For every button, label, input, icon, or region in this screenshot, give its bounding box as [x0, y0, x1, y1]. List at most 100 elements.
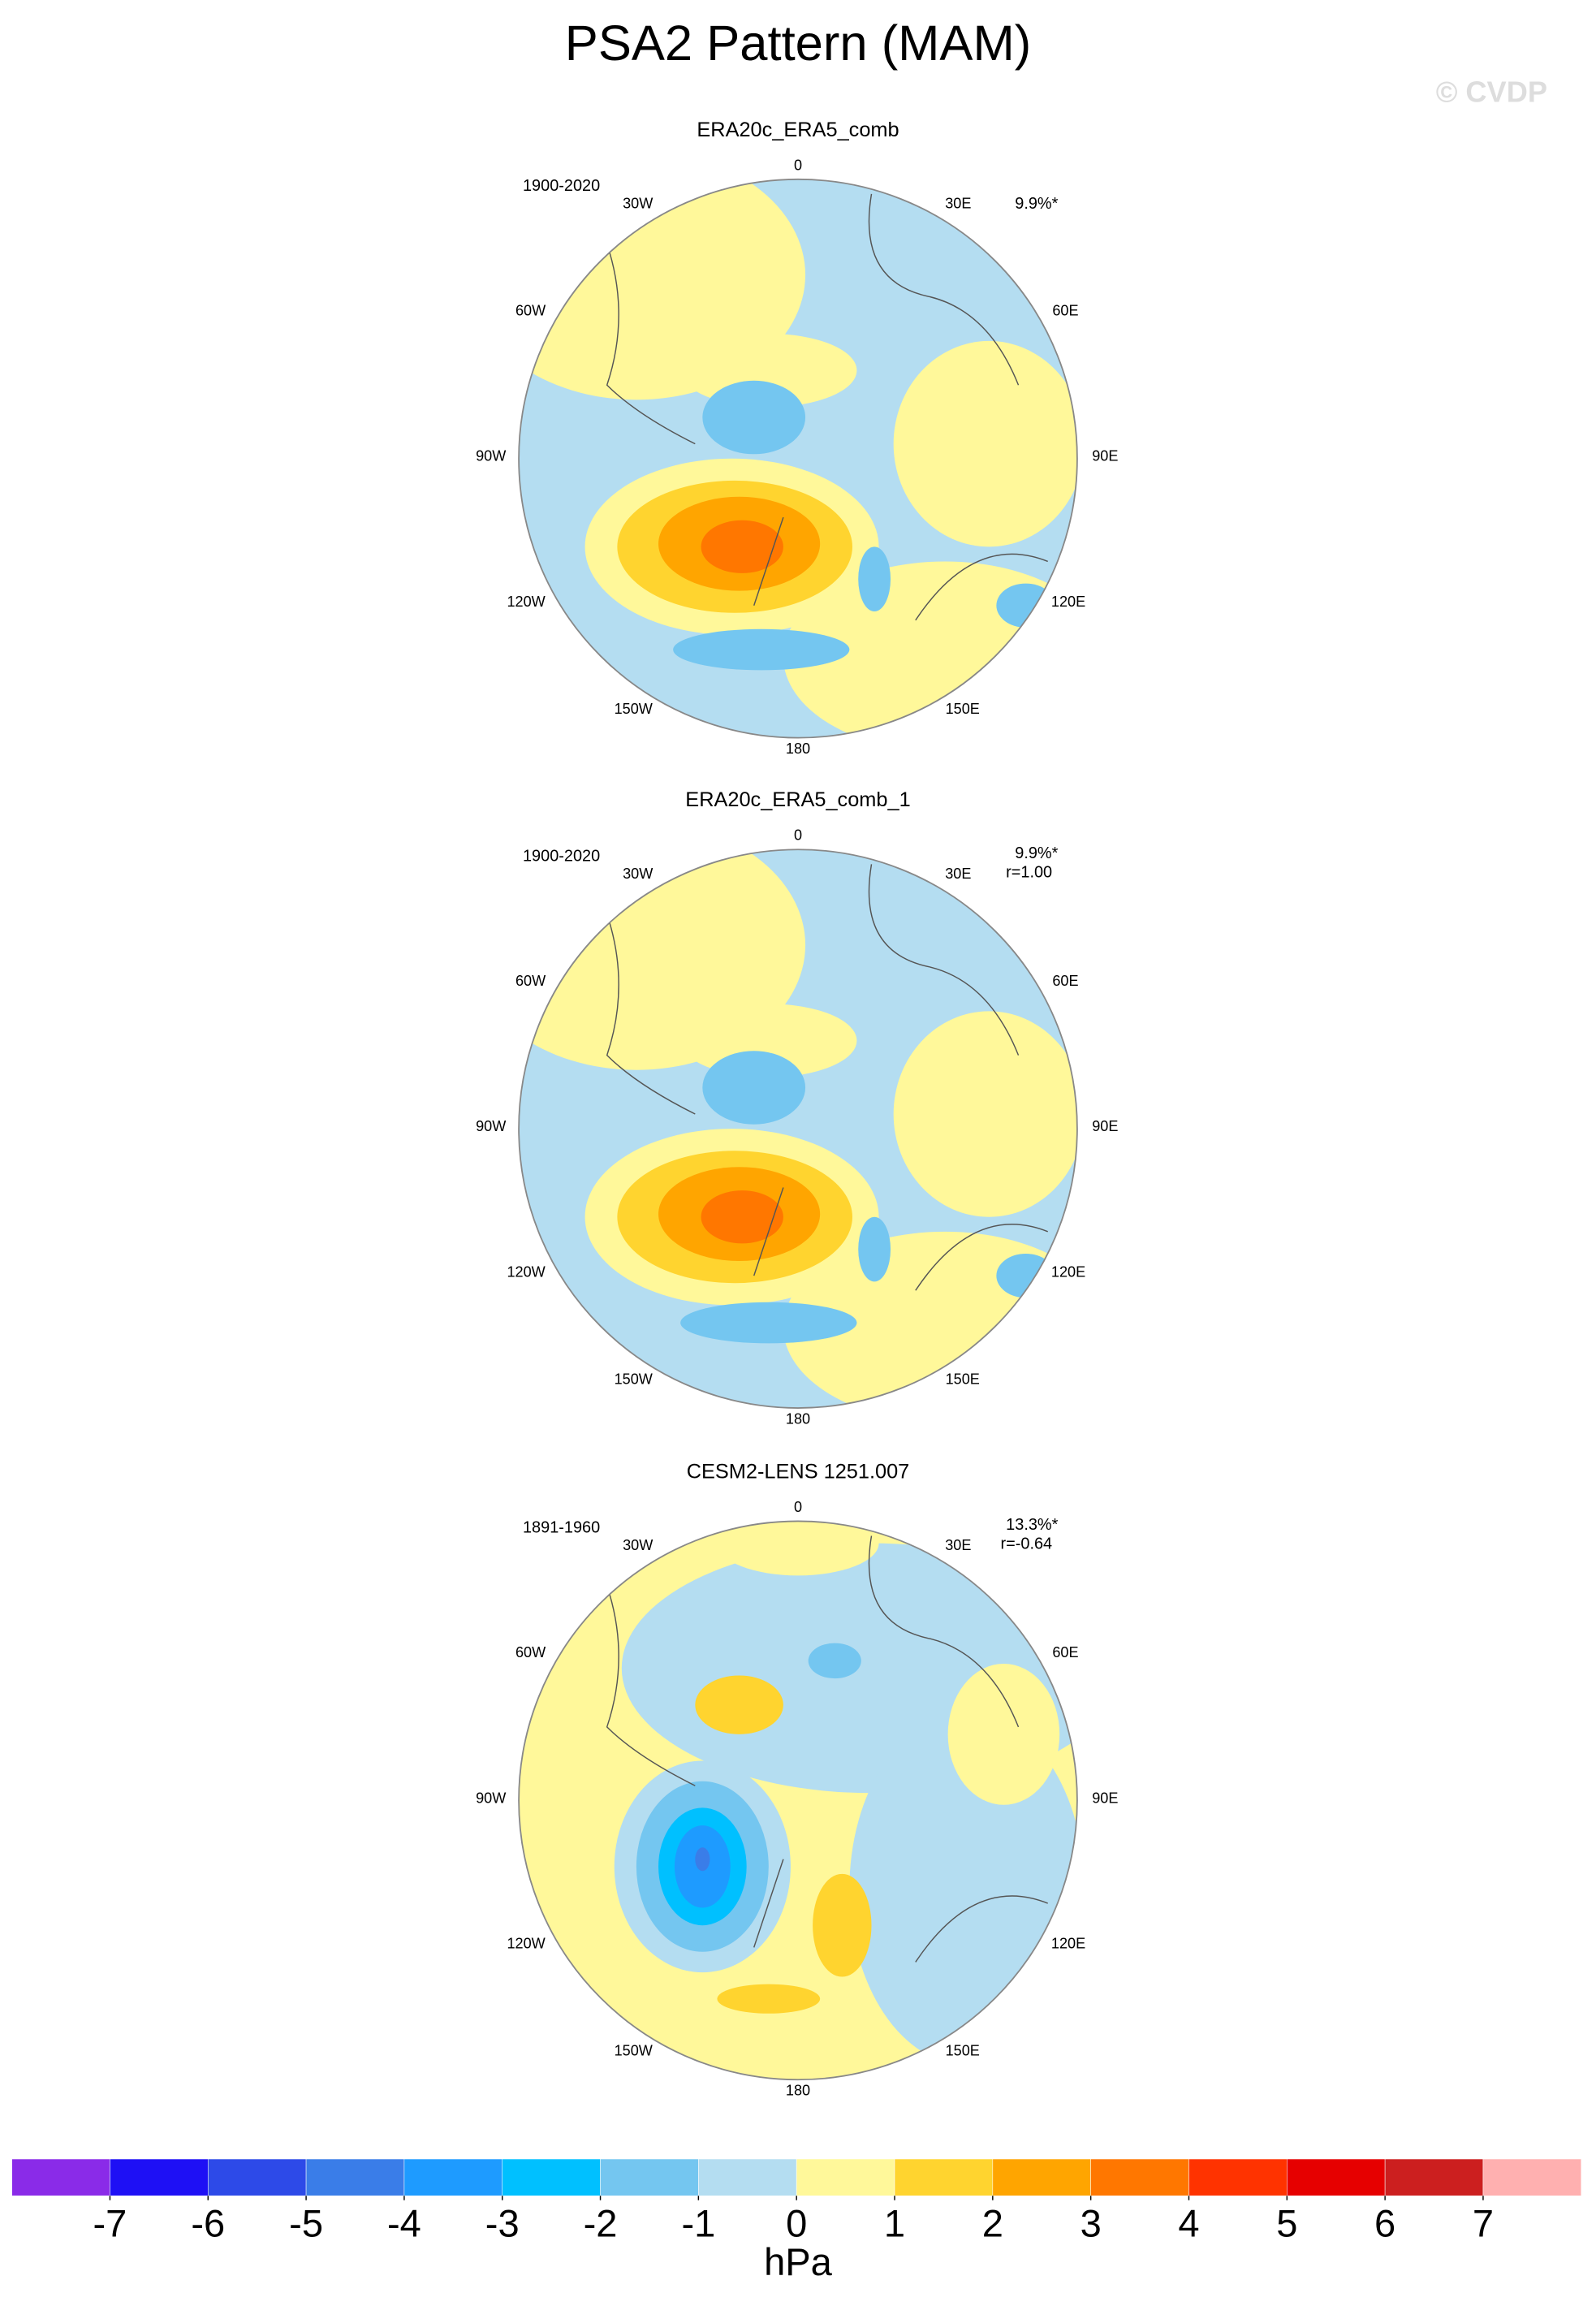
colorbar-tick-label: 0	[786, 2202, 807, 2245]
longitude-label: 60E	[1052, 303, 1078, 319]
colorbar-tick-label: -7	[93, 2202, 127, 2245]
colorbar-box	[1287, 2158, 1386, 2196]
longitude-label: 150E	[946, 2043, 980, 2059]
map-panel: ERA20c_ERA5_comb_1 1900-2020 9.9%*r=1.00 0 3…	[476, 788, 1118, 1427]
longitude-label: 120W	[507, 594, 546, 610]
colorbar-tick-label: -3	[485, 2202, 520, 2245]
coastline	[591, 864, 1048, 1291]
longitude-label: 60W	[515, 303, 546, 319]
colorbar-box	[1482, 2158, 1582, 2196]
contour-region	[695, 1675, 783, 1734]
longitude-label: 180	[786, 741, 810, 757]
figure-title: PSA2 Pattern (MAM)	[565, 15, 1031, 71]
longitude-label: 30E	[945, 195, 971, 211]
stat-label: 9.9%*	[1015, 195, 1058, 213]
coastline	[591, 193, 1048, 621]
colorbar-tick-label: -2	[584, 2202, 618, 2245]
colorbar-tick-label: 1	[884, 2202, 905, 2245]
colorbar-box	[207, 2158, 307, 2196]
longitude-label: 60E	[1052, 973, 1078, 989]
map-field	[519, 849, 1077, 1409]
longitude-label: 120W	[507, 1263, 546, 1280]
period-label: 1891-1960	[523, 1519, 600, 1537]
longitude-label: 150W	[615, 2043, 653, 2059]
panel-title: ERA20c_ERA5_comb	[697, 119, 899, 141]
contour-region	[717, 1521, 879, 1576]
map-border	[518, 178, 1078, 739]
map-field	[519, 1521, 1077, 2080]
coastline	[591, 1535, 1048, 1963]
colorbar-box	[110, 2158, 209, 2196]
period-label: 1900-2020	[523, 848, 600, 866]
period-label: 1900-2020	[523, 177, 600, 195]
longitude-label: 150W	[615, 1371, 653, 1387]
colorbar-box	[1384, 2158, 1484, 2196]
colorbar-box	[403, 2158, 503, 2196]
map-field	[519, 179, 1077, 738]
longitude-label: 150E	[946, 701, 980, 717]
longitude-label: 90E	[1092, 448, 1118, 464]
colorbar-tick-label: -6	[191, 2202, 225, 2245]
stat-label: 9.9%*	[1015, 844, 1058, 862]
longitude-label: 30E	[945, 1537, 971, 1553]
colorbar-box	[11, 2158, 110, 2196]
colorbar-box	[305, 2158, 405, 2196]
colorbar-box	[894, 2158, 994, 2196]
map-panel: CESM2-LENS 1251.007 1891-1960 13.3%*r=-0.6…	[476, 1460, 1118, 2098]
contour-region	[673, 628, 850, 671]
longitude-label: 180	[786, 1410, 810, 1427]
longitude-label: 0	[794, 157, 802, 173]
colorbar-tick-label: -4	[387, 2202, 421, 2245]
longitude-label: 60W	[515, 973, 546, 989]
longitude-label: 120E	[1051, 594, 1085, 610]
map-panel: ERA20c_ERA5_comb 1900-2020 9.9%* 0 30E 60E 90E…	[476, 119, 1118, 757]
credit: © CVDP	[1436, 75, 1547, 108]
colorbar-tick-label: 7	[1473, 2202, 1494, 2245]
longitude-label: 120E	[1051, 1263, 1085, 1280]
colorbar-tick-label: 6	[1374, 2202, 1395, 2245]
longitude-label: 60W	[515, 1644, 546, 1660]
longitude-label: 30W	[623, 1537, 653, 1553]
contour-region	[893, 1011, 1077, 1217]
colorbar-box	[1090, 2158, 1189, 2196]
colorbar-tick-label: 4	[1178, 2202, 1199, 2245]
colorbar-box	[1188, 2158, 1288, 2196]
longitude-label: 90E	[1092, 1118, 1118, 1134]
panel-title: CESM2-LENS 1251.007	[687, 1460, 910, 1483]
longitude-label: 30E	[945, 866, 971, 882]
longitude-label: 30W	[623, 866, 653, 882]
colorbar-box	[502, 2158, 601, 2196]
longitude-label: 150W	[615, 701, 653, 717]
colorbar-tick-label: -5	[289, 2202, 323, 2245]
contour-region	[680, 1302, 857, 1344]
contour-region	[858, 1216, 891, 1282]
longitude-label: 0	[794, 827, 802, 844]
colorbar-tick-label: 3	[1081, 2202, 1102, 2245]
colorbar: -7 -6 -5 -4 -3 -2 -1 0 1 2 3 4 5 6 7 hPa	[11, 2158, 1582, 2283]
map-border	[518, 849, 1078, 1409]
colorbar-box	[600, 2158, 699, 2196]
contour-region	[701, 520, 783, 573]
contour-region	[701, 1190, 783, 1244]
map-border	[518, 1520, 1078, 2081]
colorbar-label: hPa	[764, 2240, 833, 2283]
contour-region	[702, 1051, 806, 1125]
longitude-label: 0	[794, 1499, 802, 1515]
colorbar-tick-label: 5	[1276, 2202, 1297, 2245]
stat-label: r=-0.64	[1001, 1535, 1053, 1553]
contour-region	[717, 1984, 821, 2014]
colorbar-tick-label: -1	[681, 2202, 715, 2245]
longitude-label: 30W	[623, 195, 653, 211]
colorbar-box	[698, 2158, 797, 2196]
longitude-label: 90W	[476, 1118, 507, 1134]
colorbar-tick-label: 2	[982, 2202, 1003, 2245]
contour-region	[702, 380, 806, 455]
longitude-label: 120W	[507, 1936, 546, 1952]
contour-region	[695, 1847, 710, 1872]
longitude-label: 60E	[1052, 1644, 1078, 1660]
longitude-label: 90E	[1092, 1790, 1118, 1806]
colorbar-box	[992, 2158, 1091, 2196]
contour-region	[858, 546, 891, 611]
